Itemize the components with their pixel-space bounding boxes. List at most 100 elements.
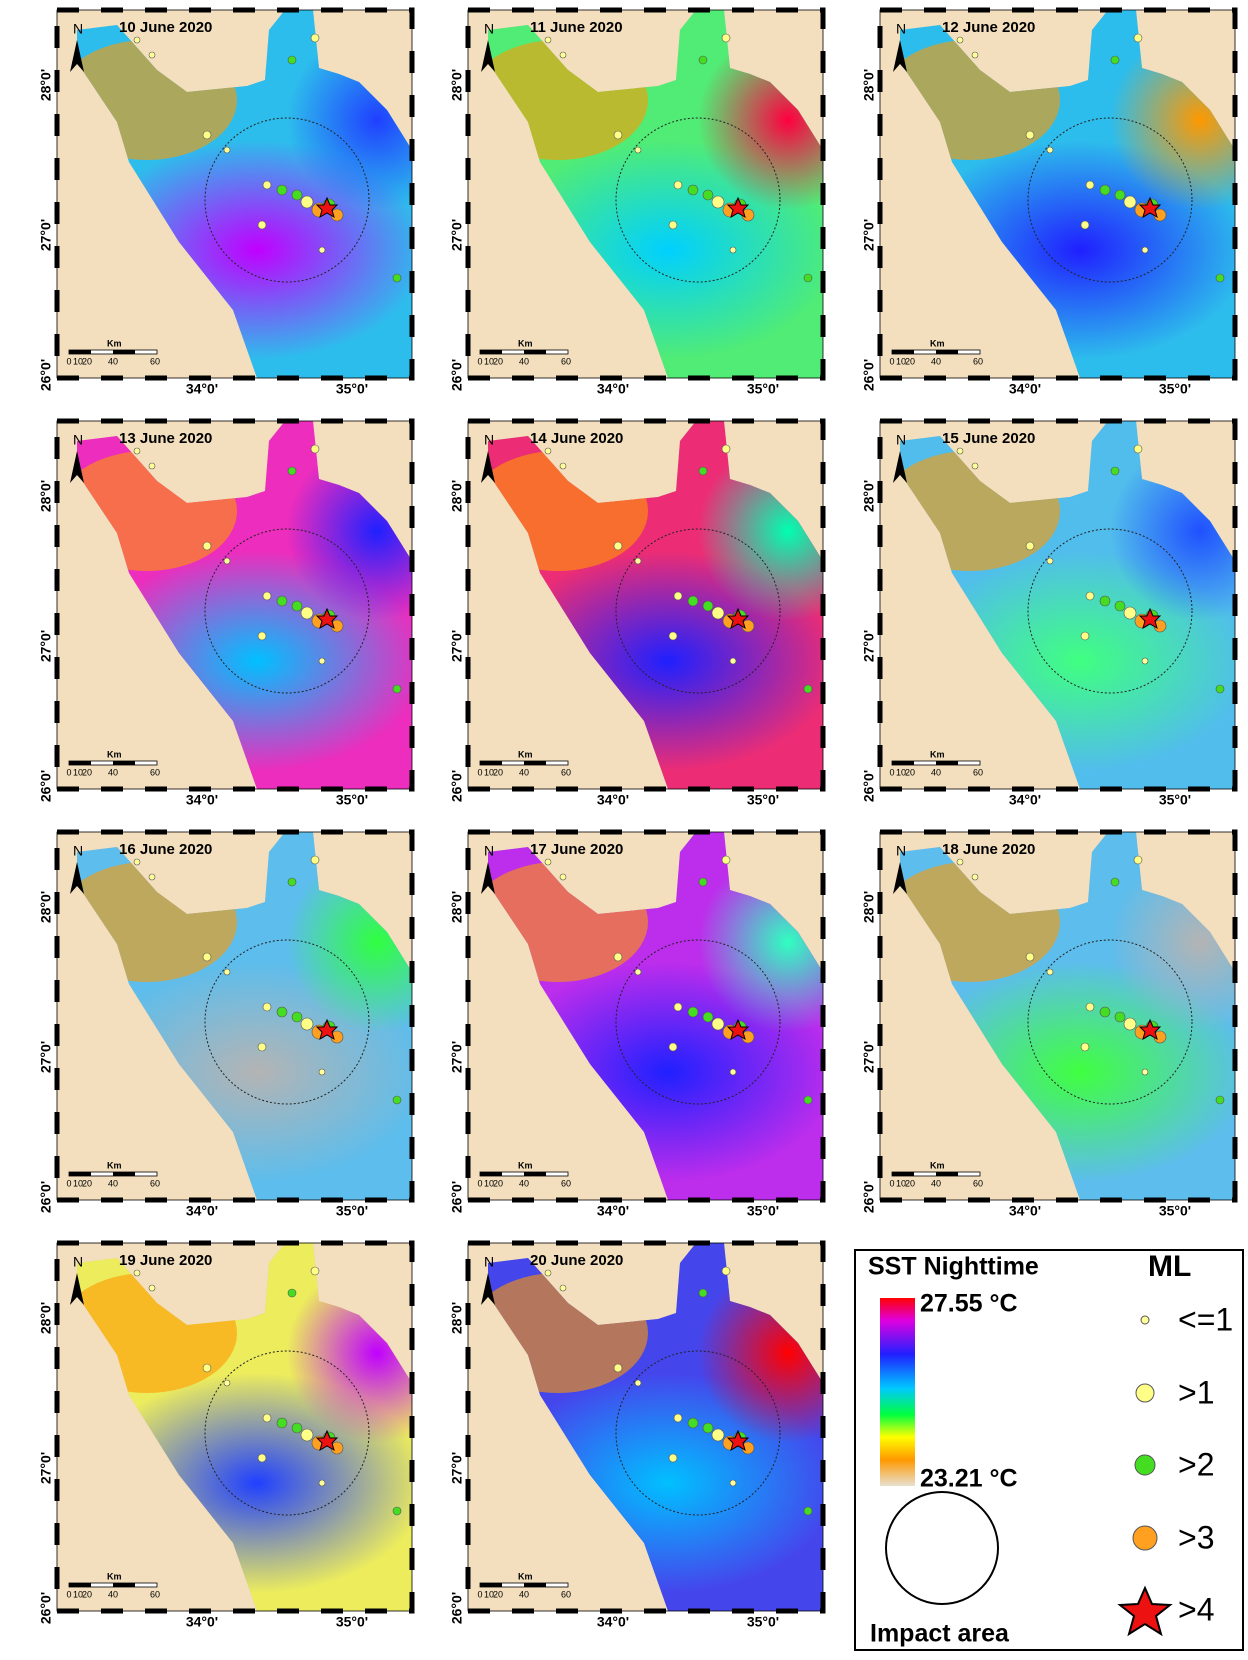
scale-tick: 40 (108, 767, 118, 777)
lon-label: 34°0' (1009, 1203, 1041, 1219)
event (730, 1069, 736, 1075)
event (1216, 274, 1224, 282)
scale-unit: Km (518, 749, 533, 759)
north-label: N (484, 21, 494, 37)
north-label: N (896, 843, 906, 859)
panel-title: 16 June 2020 (119, 841, 212, 858)
scale-tick: 60 (150, 356, 160, 366)
event (1047, 558, 1053, 564)
lon-label: 34°0' (597, 381, 629, 397)
scale-tick: 20 (905, 1178, 915, 1188)
scale-tick: 40 (108, 1589, 118, 1599)
scale-tick: 20 (82, 356, 92, 366)
event (258, 1043, 266, 1051)
event (545, 1270, 551, 1276)
event (560, 52, 566, 58)
scale-tick: 20 (493, 1589, 503, 1599)
event (258, 221, 266, 229)
event (712, 196, 724, 208)
lat-label: 26°0' (449, 359, 465, 391)
lon-label: 35°0' (336, 1614, 368, 1630)
ml-class: >1 (1178, 1374, 1214, 1410)
scale-tick: 0 (889, 767, 894, 777)
scale-tick: 0 (66, 1178, 71, 1188)
scale-bar (524, 761, 546, 765)
page: {"panels": [ {"title": "10 June 2020"}, … (0, 0, 1248, 1655)
event (1026, 542, 1034, 550)
event (134, 448, 140, 454)
event (957, 448, 963, 454)
event (560, 1285, 566, 1291)
ml-title: ML (1148, 1250, 1191, 1283)
event (545, 37, 551, 43)
event (712, 1018, 724, 1030)
lat-label: 26°0' (38, 1592, 54, 1624)
event (224, 969, 230, 975)
lat-label: 28°0' (449, 69, 465, 101)
event (1100, 596, 1110, 606)
panel-title: 10 June 2020 (119, 19, 212, 36)
lat-label: 28°0' (38, 69, 54, 101)
north-label: N (484, 432, 494, 448)
event (699, 878, 707, 886)
scale-tick: 40 (108, 356, 118, 366)
scale-tick: 20 (82, 1178, 92, 1188)
lat-label: 27°0' (38, 630, 54, 662)
lat-label: 26°0' (449, 1592, 465, 1624)
scale-bar (892, 761, 914, 765)
event (301, 1429, 313, 1441)
sst-max: 27.55 °C (920, 1290, 1018, 1318)
event (674, 592, 682, 600)
event (635, 969, 641, 975)
event (699, 56, 707, 64)
event (722, 1267, 730, 1275)
event (730, 247, 736, 253)
scale-tick: 40 (931, 356, 941, 366)
scale-tick: 0 (66, 1589, 71, 1599)
event (703, 190, 713, 200)
event (669, 1043, 677, 1051)
event (263, 592, 271, 600)
scale-bar (892, 350, 914, 354)
event (263, 181, 271, 189)
event (149, 874, 155, 880)
event (669, 632, 677, 640)
north-label: N (73, 1254, 83, 1270)
event (203, 1364, 211, 1372)
event (972, 874, 978, 880)
lon-label: 35°0' (336, 792, 368, 808)
lat-label: 28°0' (38, 1302, 54, 1334)
event (1081, 221, 1089, 229)
event (635, 558, 641, 564)
scale-tick: 60 (973, 1178, 983, 1188)
north-label: N (484, 843, 494, 859)
event (288, 467, 296, 475)
event (258, 1454, 266, 1462)
map-frame: N16 June 2020Km010204060 (57, 832, 467, 1200)
event (635, 1380, 641, 1386)
scale-tick: 0 (66, 356, 71, 366)
lat-label: 26°0' (449, 1181, 465, 1213)
lon-label: 34°0' (186, 1614, 218, 1630)
lon-label: 34°0' (186, 792, 218, 808)
event (560, 874, 566, 880)
lat-label: 26°0' (38, 770, 54, 802)
event (203, 953, 211, 961)
event (688, 1418, 698, 1428)
scale-unit: Km (930, 338, 945, 348)
scale-bar (69, 761, 91, 765)
event (1100, 1007, 1110, 1017)
event (1115, 1012, 1125, 1022)
lon-label: 35°0' (1159, 381, 1191, 397)
panel-title: 19 June 2020 (119, 1252, 212, 1269)
scale-bar (480, 350, 502, 354)
panel-title: 15 June 2020 (942, 430, 1035, 447)
event (292, 190, 302, 200)
map-frame: N19 June 2020Km010204060 (57, 1243, 467, 1611)
scale-tick: 20 (905, 356, 915, 366)
ml-symbol (1133, 1526, 1157, 1550)
